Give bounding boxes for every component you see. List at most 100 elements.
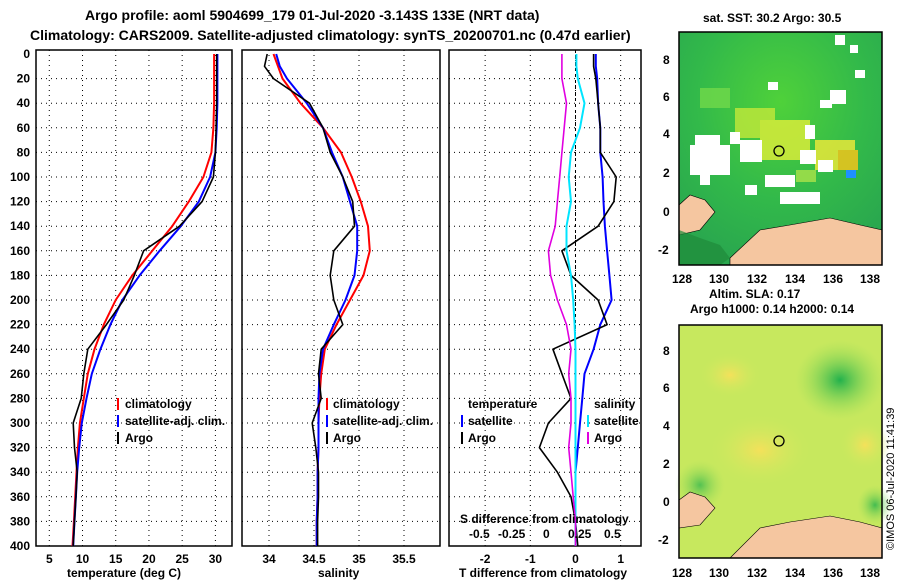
differences-line-salinity-satellite <box>565 54 586 546</box>
map-ytick: 6 <box>663 381 670 395</box>
depth-tick-label: 100 <box>10 170 30 184</box>
legend-label-s-argo: Argo <box>594 431 622 445</box>
temperature-line-satellite-adj-clim <box>72 54 219 547</box>
depth-tick-label: 160 <box>10 244 30 258</box>
temperature-panel <box>35 49 233 547</box>
sla-map <box>675 324 893 559</box>
legend-label-climatology: climatology <box>125 397 192 411</box>
map-ytick: 8 <box>663 344 670 358</box>
legend-label-satellite: satellite-adj. clim. <box>125 414 225 428</box>
sst-map-title: sat. SST: 30.2 Argo: 30.5 <box>703 11 842 25</box>
temperature-line-argo <box>72 54 218 547</box>
temperature-xlabel: temperature (deg C) <box>67 566 181 580</box>
difference-grid: -2 -1 0 1 <box>449 50 641 566</box>
sla-low-anomaly <box>700 353 760 397</box>
map-xtick: 136 <box>823 272 843 286</box>
map-xtick: 130 <box>709 566 729 580</box>
depth-tick-label: 120 <box>10 195 30 209</box>
temperature-series <box>71 54 219 547</box>
salinity-legend: climatology satellite-adj. clim. Argo <box>326 397 433 445</box>
depth-tick-label: 260 <box>10 367 30 381</box>
depth-tick-label: 140 <box>10 219 30 233</box>
s-tick: 0.5 <box>604 527 621 541</box>
difference-legend-salinity: salinity satellite Argo <box>587 397 639 445</box>
sst-map-frame <box>678 31 883 266</box>
map-xtick: 136 <box>823 566 843 580</box>
map-ytick: 8 <box>663 53 670 67</box>
sla-map-title-line1: Altim. SLA: 0.17 <box>709 287 801 301</box>
difference-legend-temperature: temperature satellite Argo <box>461 397 538 445</box>
sla-low-anomaly <box>840 420 890 470</box>
salinity-line-argo <box>263 53 356 546</box>
figure-title-line2: Climatology: CARS2009. Satellite-adjuste… <box>30 27 631 43</box>
figure-title-line1: Argo profile: aoml 5904699_179 01-Jul-20… <box>85 7 539 23</box>
x-tick-label: -2 <box>480 552 491 566</box>
differences-line-salinity-argo <box>547 54 577 546</box>
map-ytick: 4 <box>663 127 670 141</box>
map-xtick: 130 <box>709 272 729 286</box>
map-ytick: -2 <box>658 243 669 257</box>
legend-label-argo: Argo <box>125 431 153 445</box>
differences-line-temperature-argo <box>538 54 618 547</box>
temperature-line-climatology <box>71 54 216 547</box>
depth-tick-label: 180 <box>10 268 30 282</box>
legend-label-satellite: satellite-adj. clim. <box>333 414 433 428</box>
depth-tick-label: 20 <box>17 72 31 86</box>
depth-tick-label: 340 <box>10 465 30 479</box>
s-tick: -0.5 <box>469 527 490 541</box>
depth-tick-label: 40 <box>17 96 31 110</box>
depth-tick-label: 220 <box>10 318 30 332</box>
sla-high-anomaly <box>857 485 893 525</box>
legend-label-climatology: climatology <box>333 397 400 411</box>
shelf-patch <box>679 230 730 265</box>
sla-low-anomaly <box>710 415 810 485</box>
s-axis-label: S difference from climatology <box>460 512 629 526</box>
temperature-legend: climatology satellite-adj. clim. Argo <box>117 397 225 445</box>
x-tick-label: 35.5 <box>392 552 416 566</box>
s-tick: 0 <box>543 527 550 541</box>
salinity-series <box>263 53 371 546</box>
depth-tick-label: 200 <box>10 293 30 307</box>
sla-map-title-line2: Argo h1000: 0.14 h2000: 0.14 <box>690 302 854 316</box>
x-tick-label: 5 <box>46 552 53 566</box>
x-tick-label: 25 <box>175 552 189 566</box>
s-tick: 0.25 <box>568 527 592 541</box>
sst-cloud-mask <box>690 35 865 204</box>
x-tick-label: 15 <box>109 552 123 566</box>
map-xtick: 132 <box>747 566 767 580</box>
x-tick-label: 1 <box>617 552 624 566</box>
depth-tick-label: 80 <box>17 145 31 159</box>
difference-xlabel: T difference from climatology <box>459 566 627 580</box>
s-axis-ticks: -0.5 -0.25 0 0.25 0.5 <box>469 527 621 541</box>
sla-high-anomaly <box>795 340 885 420</box>
salinity-line-satellite-adj-clim <box>275 53 359 546</box>
map-xtick: 134 <box>785 272 805 286</box>
map-ytick: 0 <box>663 495 670 509</box>
x-tick-label: 35 <box>352 552 366 566</box>
map-ytick: 0 <box>663 205 670 219</box>
x-tick-label: -1 <box>525 552 536 566</box>
map-ytick: 6 <box>663 90 670 104</box>
map-xtick: 128 <box>672 272 692 286</box>
map-ytick: 2 <box>663 457 670 471</box>
depth-tick-label: 280 <box>10 391 30 405</box>
sst-map-axes: 8 6 4 2 0 -2 128 130 132 134 136 138 <box>658 53 880 286</box>
legend-label-s-satellite: satellite <box>594 414 639 428</box>
map-xtick: 132 <box>747 272 767 286</box>
map-xtick: 134 <box>785 566 805 580</box>
map-ytick: 2 <box>663 166 670 180</box>
argo-location-marker <box>773 435 785 447</box>
credit-text: ©IMOS 06-Jul-2020 11:41:39 <box>885 408 897 550</box>
x-tick-label: 10 <box>76 552 90 566</box>
depth-tick-label: 360 <box>10 490 30 504</box>
x-tick-label: 0 <box>572 552 579 566</box>
argo-location-marker <box>773 145 785 157</box>
sla-map-axes: 8 6 4 2 0 -2 128 130 132 134 136 138 <box>658 344 880 580</box>
depth-tick-label: 0 <box>23 47 30 61</box>
x-tick-label: 20 <box>142 552 156 566</box>
depth-axis: 0 20 40 60 80 100 120 140 160 180 200 220 240 260 280 3… <box>10 47 30 553</box>
legend-header-salinity: salinity <box>594 397 636 411</box>
sst-cool-cell <box>846 170 856 178</box>
map-ytick: -2 <box>658 533 669 547</box>
